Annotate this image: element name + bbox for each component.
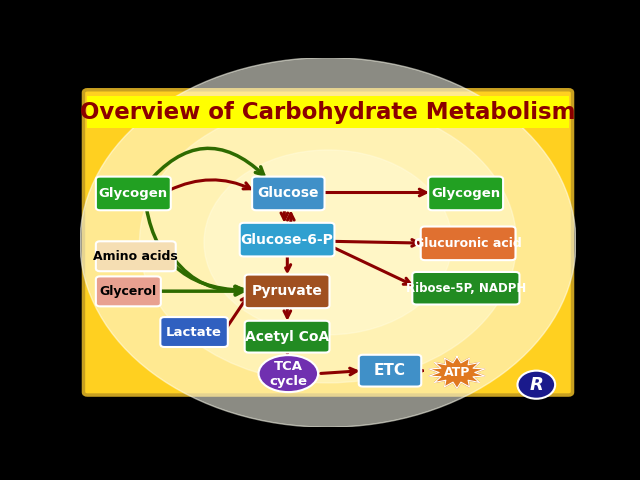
Text: TCA
cycle: TCA cycle	[269, 360, 307, 388]
Text: Overview of Carbohydrate Metabolism: Overview of Carbohydrate Metabolism	[80, 101, 576, 124]
FancyBboxPatch shape	[412, 272, 520, 304]
Text: Acetyl CoA: Acetyl CoA	[245, 330, 329, 344]
Text: Glucuronic acid: Glucuronic acid	[414, 237, 522, 250]
Text: Glycogen: Glycogen	[99, 187, 168, 200]
Text: Ribose-5P, NADPH: Ribose-5P, NADPH	[406, 282, 526, 295]
Text: R: R	[529, 376, 543, 395]
FancyBboxPatch shape	[244, 275, 330, 308]
FancyBboxPatch shape	[161, 317, 228, 347]
Text: Amino acids: Amino acids	[93, 250, 178, 263]
Text: Lactate: Lactate	[166, 325, 222, 338]
Text: Glucose-6-P: Glucose-6-P	[241, 233, 333, 247]
Circle shape	[80, 58, 576, 427]
FancyBboxPatch shape	[96, 241, 176, 271]
Circle shape	[204, 150, 452, 335]
Text: Pyruvate: Pyruvate	[252, 284, 323, 299]
Text: ATP: ATP	[444, 366, 470, 379]
FancyBboxPatch shape	[83, 90, 573, 395]
FancyBboxPatch shape	[244, 321, 330, 352]
FancyBboxPatch shape	[428, 177, 503, 210]
FancyBboxPatch shape	[96, 177, 171, 210]
FancyBboxPatch shape	[240, 223, 335, 256]
Polygon shape	[429, 357, 485, 388]
Circle shape	[140, 102, 516, 383]
FancyBboxPatch shape	[420, 227, 515, 260]
Text: ETC: ETC	[374, 363, 406, 378]
FancyBboxPatch shape	[252, 177, 324, 210]
Circle shape	[518, 371, 555, 399]
Ellipse shape	[259, 355, 318, 392]
Text: Glycogen: Glycogen	[431, 187, 500, 200]
FancyBboxPatch shape	[359, 355, 421, 386]
Text: Glucose: Glucose	[257, 186, 319, 201]
FancyBboxPatch shape	[96, 276, 161, 306]
Bar	[88, 96, 568, 128]
Text: Glycerol: Glycerol	[100, 285, 157, 298]
